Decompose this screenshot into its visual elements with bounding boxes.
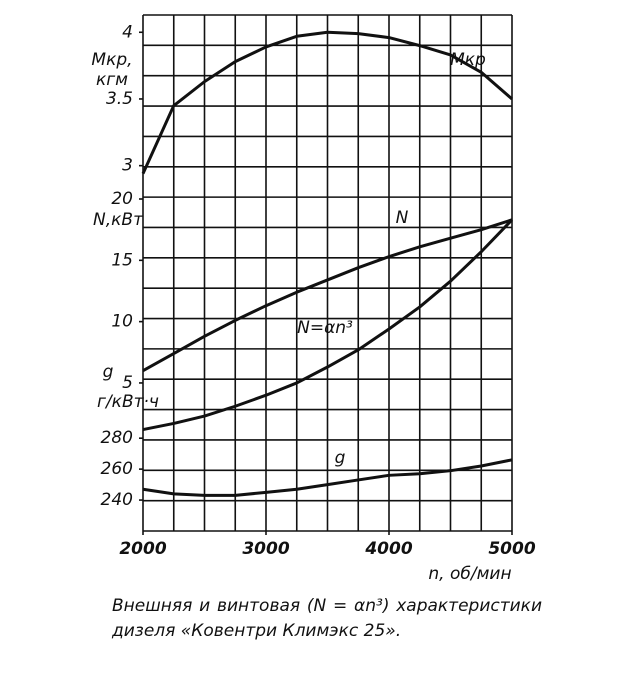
curve-label: g	[335, 448, 346, 468]
x-tick-label: 4000	[364, 539, 412, 559]
curve	[142, 218, 513, 372]
y-tick-label: 10	[111, 312, 133, 332]
chart: 2000 3000 4000 5000 n, об/мин 3 3.5 4 Mкр,кгм Mкр…	[91, 14, 536, 584]
y-tick-label: 280	[101, 428, 133, 448]
y-tick-label: 20	[111, 189, 133, 209]
y-tick-label: 3	[122, 156, 133, 176]
caption: Внешняя и винтовая (N = αn³) характерист…	[112, 596, 542, 641]
y-axis-label: г/кВт·ч	[97, 392, 159, 412]
x-tick-label: 3000	[242, 539, 289, 559]
x-tick-label: 2000	[119, 539, 166, 559]
curve-label: N	[396, 208, 409, 228]
y-axis-label: g	[103, 362, 114, 382]
curve-label: N=αn³	[297, 318, 353, 338]
curve	[142, 458, 513, 497]
curve-label: Mкр	[450, 50, 486, 70]
y-axis-label: Mкр,	[91, 50, 132, 70]
y-tick-label: 240	[101, 490, 133, 510]
x-tick-label: 5000	[488, 539, 535, 559]
y-tick-label: 3.5	[106, 89, 133, 109]
y-axis-label: N,кВт	[93, 210, 144, 230]
y-tick-label: 5	[122, 373, 133, 393]
x-axis-label: n, об/мин	[428, 564, 511, 584]
y-tick-label: 4	[122, 22, 133, 42]
curve	[141, 30, 513, 175]
y-tick-label: 260	[101, 459, 133, 479]
y-tick-label: 15	[111, 250, 133, 270]
curve	[142, 218, 514, 432]
y-axis-label: кгм	[96, 70, 128, 90]
